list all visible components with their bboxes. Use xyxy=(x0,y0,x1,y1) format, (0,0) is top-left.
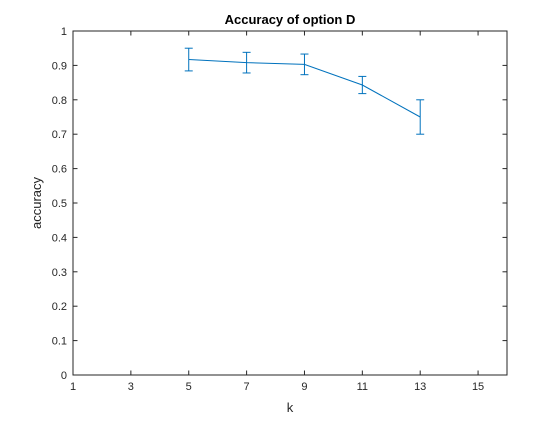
x-tick-label: 11 xyxy=(357,381,368,393)
y-tick-label: 0.1 xyxy=(52,336,67,348)
y-tick-label: 0.6 xyxy=(52,164,67,176)
y-axis-ticks: 0 0.1 0.2 0.3 0.4 0.5 0.6 0.7 0.8 0.9 1 xyxy=(52,26,507,382)
y-tick-label: 0 xyxy=(61,370,67,382)
error-bar xyxy=(416,99,425,135)
x-tick-label: 15 xyxy=(472,381,484,393)
plot-area: 1 3 5 7 9 11 13 15 00.10.20.30.40.50.60.70.80.9… xyxy=(52,26,508,393)
x-tick-label: 9 xyxy=(301,381,307,393)
series-layer xyxy=(184,47,425,135)
y-axis-label: accuracy xyxy=(29,176,44,229)
x-axis-label: k xyxy=(287,400,294,415)
y-tick-label: 0.4 xyxy=(52,232,67,244)
x-tick-label: 1 xyxy=(70,381,76,393)
x-tick-label: 3 xyxy=(128,381,134,393)
error-bar xyxy=(358,75,367,95)
y-tick-label: 0.3 xyxy=(52,267,67,279)
x-tick-label: 5 xyxy=(186,381,192,393)
error-bar xyxy=(300,53,309,76)
x-tick-label: 7 xyxy=(244,381,250,393)
y-tick-label: 0.7 xyxy=(52,129,67,141)
y-tick-label: 0.5 xyxy=(52,198,67,210)
x-tick-label: 13 xyxy=(414,381,426,393)
axes-box xyxy=(72,30,508,376)
chart-title: Accuracy of option D xyxy=(225,12,356,27)
error-bar xyxy=(242,51,251,74)
x-axis-ticks: 1 3 5 7 9 11 13 15 xyxy=(70,31,484,393)
y-tick-label: 0.2 xyxy=(52,301,67,313)
y-tick-label: 1 xyxy=(61,26,67,38)
y-tick-label: 0.9 xyxy=(52,60,67,72)
y-tick-label: 0.8 xyxy=(52,95,67,107)
error-bar xyxy=(184,47,193,72)
